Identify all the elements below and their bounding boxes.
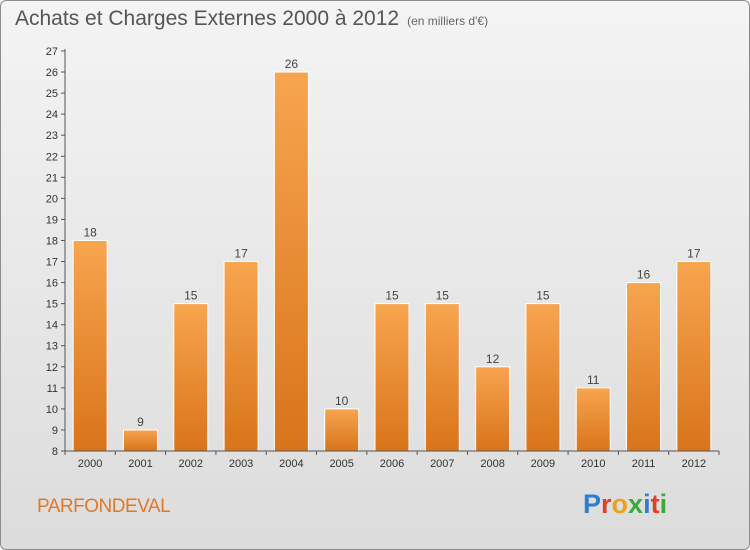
bar	[374, 303, 410, 452]
y-tick-label: 13	[46, 341, 58, 353]
bar	[424, 303, 460, 452]
bar	[173, 303, 209, 452]
x-tick-label: 2009	[531, 458, 555, 470]
y-tick-label: 23	[46, 130, 58, 142]
y-tick-label: 21	[46, 172, 58, 184]
y-tick-label: 14	[46, 320, 58, 332]
y-tick-label: 17	[46, 257, 58, 269]
y-tick-label: 15	[46, 299, 58, 311]
x-tick-label: 2011	[632, 458, 656, 470]
x-tick-label: 2004	[279, 458, 303, 470]
logo-letter: i	[643, 489, 651, 519]
data-label: 18	[83, 225, 97, 239]
x-tick-label: 2008	[480, 458, 504, 470]
y-tick-label: 27	[46, 46, 58, 58]
x-tick-label: 2007	[430, 458, 454, 470]
y-tick-label: 8	[52, 446, 58, 458]
y-tick-label: 9	[52, 425, 58, 437]
y-tick-label: 11	[47, 383, 58, 395]
chart-unit: (en milliers d'€)	[407, 14, 489, 28]
y-tick-label: 26	[46, 67, 58, 79]
y-tick-label: 12	[46, 362, 58, 374]
data-label: 10	[335, 394, 349, 408]
y-tick-label: 10	[46, 404, 58, 416]
commune-name: PARFONDEVAL	[37, 496, 171, 517]
chart-title-text: Achats et Charges Externes 2000 à 2012	[15, 7, 400, 30]
bar	[122, 429, 158, 452]
data-label: 15	[436, 289, 450, 303]
data-label: 17	[234, 247, 248, 261]
bar	[676, 261, 712, 452]
y-tick-label: 22	[46, 151, 58, 163]
data-label: 16	[637, 268, 651, 282]
bar	[525, 303, 561, 452]
y-tick-label: 18	[46, 235, 58, 247]
y-tick-label: 25	[46, 88, 58, 100]
x-tick-label: 2005	[329, 458, 353, 470]
data-label: 11	[587, 373, 600, 387]
proxiti-logo[interactable]: Proxiti	[583, 489, 667, 520]
logo-letter: P	[583, 489, 602, 519]
data-label: 26	[285, 57, 299, 71]
x-tick-label: 2001	[128, 458, 152, 470]
logo-letter: t	[650, 489, 660, 519]
y-axis: 8 9 10 11 12 13 14 15 16 17 18 19 20 21 22 23 24 25 26 27	[46, 46, 66, 458]
data-label: 17	[687, 247, 701, 261]
logo-letter: i	[659, 489, 668, 519]
y-tick-label: 16	[46, 278, 58, 290]
logo-letter: x	[628, 489, 644, 519]
logo-letter: o	[611, 489, 629, 519]
bar	[475, 366, 511, 452]
x-tick-label: 2002	[179, 458, 203, 470]
x-tick-label: 2000	[78, 458, 102, 470]
bar	[72, 239, 108, 452]
y-tick-label: 19	[46, 214, 58, 226]
bar	[324, 408, 360, 452]
bar	[626, 282, 662, 452]
data-label: 12	[486, 352, 500, 366]
data-label: 9	[137, 415, 144, 429]
bars-group: 18 9 15 17 26 10 15 15 12 15 11 16 17	[72, 57, 712, 452]
x-tick-label: 2012	[682, 458, 706, 470]
bar	[273, 71, 309, 452]
y-tick-label: 20	[46, 193, 58, 205]
x-axis: 2000 2001 2002 2003 2004 2005 2006 2007 2008 2009…	[64, 450, 720, 470]
data-label: 15	[536, 289, 550, 303]
chart-title: Achats et Charges Externes 2000 à 2012 (e…	[15, 7, 488, 31]
bar	[575, 387, 611, 452]
x-tick-label: 2010	[581, 458, 605, 470]
y-tick-label: 24	[46, 109, 58, 121]
data-label: 15	[385, 289, 399, 303]
bar	[223, 261, 259, 452]
x-tick-label: 2003	[229, 458, 253, 470]
data-label: 15	[184, 289, 198, 303]
logo-letter: r	[601, 489, 612, 519]
x-tick-label: 2006	[380, 458, 404, 470]
